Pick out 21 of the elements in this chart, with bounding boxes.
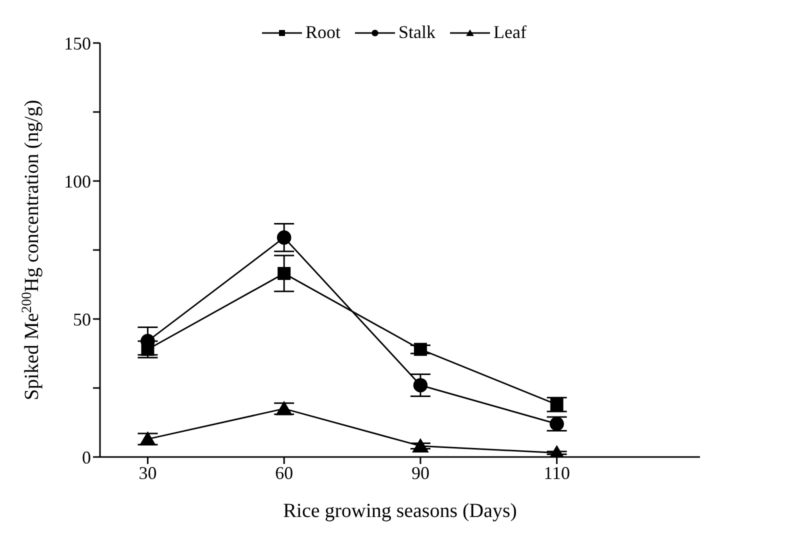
point bbox=[276, 230, 292, 245]
x-tick-label: 110 bbox=[544, 462, 570, 483]
point bbox=[412, 438, 429, 452]
x-tick-label: 60 bbox=[275, 462, 294, 483]
legend-label: Stalk bbox=[398, 22, 436, 43]
point bbox=[413, 378, 428, 392]
point bbox=[550, 398, 564, 412]
y-tick-label: 100 bbox=[64, 171, 91, 192]
point bbox=[276, 400, 293, 416]
point bbox=[550, 416, 564, 432]
x-tick-label: 30 bbox=[138, 462, 157, 483]
point bbox=[139, 431, 156, 446]
legend-label: Leaf bbox=[494, 22, 526, 43]
point bbox=[414, 342, 427, 356]
y-tick-label: 150 bbox=[64, 33, 91, 54]
y-tick-label: 0 bbox=[82, 447, 91, 468]
x-axis-title: Rice growing seasons (Days) bbox=[283, 500, 517, 522]
legend-label: Root bbox=[306, 22, 341, 43]
x-tick-label: 90 bbox=[411, 462, 430, 483]
y-tick-label: 50 bbox=[73, 309, 91, 330]
point bbox=[278, 266, 291, 280]
